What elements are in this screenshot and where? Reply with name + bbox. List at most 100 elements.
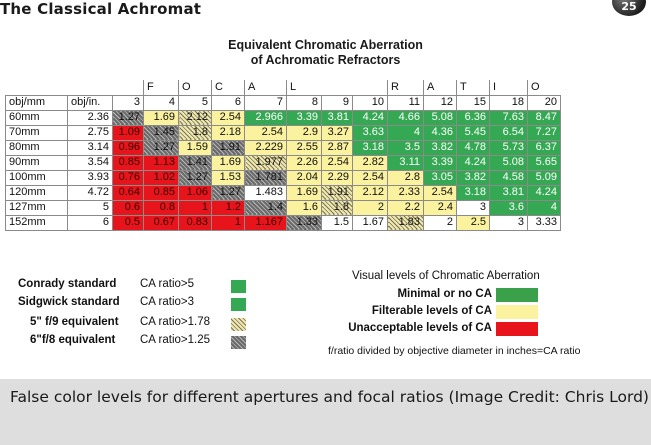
row-obj-mm: 152mm: [5, 214, 68, 231]
ca-ratio-cell: 3.27: [321, 124, 353, 141]
ca-ratio-cell: 3.33: [527, 214, 561, 231]
legend-swatch-green: [231, 280, 246, 293]
letter-cell: T: [456, 80, 490, 96]
visual-levels-title: Visual levels of Chromatic Aberration: [352, 270, 540, 282]
ca-ratio-cell: 2.54: [352, 169, 388, 186]
legend-value: CA ratio>1.78: [140, 316, 211, 328]
chart-title-line2: of Achromatic Refractors: [250, 53, 401, 67]
letter-cell: O: [527, 80, 561, 96]
ca-ratio-cell: 3.6: [489, 199, 528, 216]
ca-ratio-cell: 1.27: [178, 169, 212, 186]
row-obj-in: 6: [67, 214, 113, 231]
ca-ratio-cell: 2.966: [244, 109, 287, 126]
ca-ratio-cell: 1.09: [112, 124, 144, 141]
row-obj-in: 5: [67, 199, 113, 216]
ca-ratio-cell: 2: [352, 199, 388, 216]
ca-ratio-cell: 1.13: [143, 154, 179, 171]
ca-ratio-cell: 1.69: [286, 184, 322, 201]
ca-ratio-cell: 2.54: [423, 184, 457, 201]
letter-cell: I: [489, 80, 528, 96]
ca-ratio-cell: 1.41: [178, 154, 212, 171]
letter-cell: A: [423, 80, 457, 96]
ca-ratio-cell: 6.36: [456, 109, 490, 126]
ca-ratio-cell: 1.27: [143, 139, 179, 156]
ca-ratio-cell: 1.4: [244, 199, 287, 216]
row-obj-in: 3.14: [67, 139, 113, 156]
ca-ratio-cell: 3.11: [387, 154, 424, 171]
table-row: 127mm 5 0.6 0.8 1 1.2 1.4 1.6 1.8 2 2.2 …: [5, 199, 561, 216]
legend-value: CA ratio>5: [140, 278, 195, 290]
ca-ratio-cell: 2.12: [352, 184, 388, 201]
ca-ratio-cell: 0.6: [112, 199, 144, 216]
table-header-row: obj/mm obj/in. 3 4 5 6 7 8 9 10 11 12 15…: [5, 94, 561, 111]
ca-ratio-note: f/ratio divided by objective diameter in…: [328, 345, 581, 357]
row-obj-in: 2.36: [67, 109, 113, 126]
row-obj-mm: 90mm: [5, 154, 68, 171]
ca-ratio-cell: 3.82: [456, 169, 490, 186]
ca-ratio-cell: 3: [456, 199, 490, 216]
legend-value: CA ratio>3: [140, 296, 195, 308]
ca-ratio-cell: 2.54: [244, 124, 287, 141]
ca-ratio-cell: 5.73: [489, 139, 528, 156]
ca-ratio-cell: 2.54: [321, 154, 353, 171]
ca-ratio-cell: 1.06: [178, 184, 212, 201]
ca-ratio-cell: 2.29: [321, 169, 353, 186]
ca-ratio-cell: 6.37: [527, 139, 561, 156]
visual-level-swatch-green: [496, 288, 538, 302]
letter-cell: A: [244, 80, 287, 96]
letter-cell: R: [387, 80, 424, 96]
row-obj-mm: 60mm: [5, 109, 68, 126]
row-obj-mm: 70mm: [5, 124, 68, 141]
ca-ratio-cell: 2.18: [211, 124, 245, 141]
ca-ratio-cell: 4.66: [387, 109, 424, 126]
table-row: 90mm 3.54 0.85 1.13 1.41 1.69 1.977 2.26…: [5, 154, 561, 171]
ca-ratio-cell: 1.33: [286, 214, 322, 231]
ca-ratio-cell: 3.81: [321, 109, 353, 126]
letter-cell: C: [211, 80, 245, 96]
ca-ratio-cell: 2.26: [286, 154, 322, 171]
table-row: 100mm 3.93 0.76 1.02 1.27 1.53 1.781 2.0…: [5, 169, 561, 186]
ca-ratio-cell: 1: [211, 214, 245, 231]
ca-ratio-cell: 0.8: [143, 199, 179, 216]
ca-ratio-cell: 0.85: [143, 184, 179, 201]
ca-ratio-cell: 2.229: [244, 139, 287, 156]
table-row: 70mm 2.75 1.09 1.45 1.8 2.18 2.54 2.9 3.…: [5, 124, 561, 141]
ca-ratio-cell: 3.82: [423, 139, 457, 156]
legend-swatch-hatch-light: [231, 318, 246, 331]
focal-ratio-header: 6: [211, 94, 245, 111]
ca-ratio-cell: 0.64: [112, 184, 144, 201]
ca-ratio-cell: 1: [178, 199, 212, 216]
chart-title-line1: Equivalent Chromatic Aberration: [228, 38, 423, 52]
focal-ratio-letter-row: F O C A L R A T I O: [5, 80, 561, 96]
focal-ratio-header: 12: [423, 94, 457, 111]
chromatic-aberration-table: F O C A L R A T I O obj/mm obj/in. 3 4 5…: [5, 80, 561, 231]
table-row: 60mm 2.36 1.27 1.69 2.12 2.54 2.966 3.39…: [5, 109, 561, 126]
ca-ratio-cell: 3.63: [352, 124, 388, 141]
ca-ratio-cell: 3.18: [456, 184, 490, 201]
ca-ratio-cell: 1.2: [211, 199, 245, 216]
focal-ratio-header: 20: [527, 94, 561, 111]
focal-ratio-header: 18: [489, 94, 528, 111]
ca-ratio-cell: 6.54: [489, 124, 528, 141]
ca-ratio-cell: 4: [387, 124, 424, 141]
ca-ratio-cell: 3.5: [387, 139, 424, 156]
focal-ratio-header: 4: [143, 94, 179, 111]
ca-ratio-cell: 0.5: [112, 214, 144, 231]
focal-ratio-header: 7: [244, 94, 287, 111]
row-obj-in: 4.72: [67, 184, 113, 201]
visual-level-label: Unacceptable levels of CA: [348, 322, 492, 334]
ca-ratio-cell: 1.91: [321, 184, 353, 201]
ca-ratio-cell: 2.9: [286, 124, 322, 141]
page-number-badge: 25: [612, 0, 646, 16]
table-row: 152mm 6 0.5 0.67 0.83 1 1.167 1.33 1.5 1…: [5, 214, 561, 231]
ca-ratio-cell: 5.45: [456, 124, 490, 141]
focal-ratio-header: 15: [456, 94, 490, 111]
ca-ratio-cell: 1.69: [211, 154, 245, 171]
ca-ratio-cell: 3: [489, 214, 528, 231]
row-obj-in: 2.75: [67, 124, 113, 141]
visual-level-label: Minimal or no CA: [397, 288, 492, 300]
letter-cell: O: [178, 80, 212, 96]
ca-ratio-cell: 1.5: [321, 214, 353, 231]
ca-ratio-cell: 1.45: [143, 124, 179, 141]
focal-ratio-header: 9: [321, 94, 353, 111]
